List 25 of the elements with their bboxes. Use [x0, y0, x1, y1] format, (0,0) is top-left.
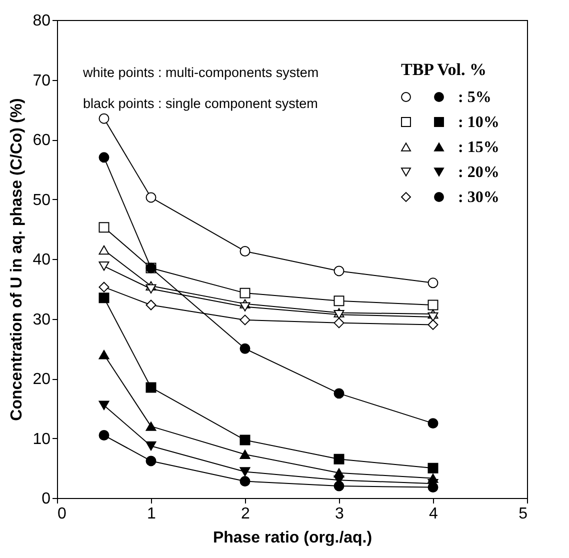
x-tick-label: 4: [429, 506, 438, 522]
y-tick-label: 10: [32, 430, 51, 448]
y-tick-label: 30: [32, 311, 51, 328]
legend-label: : 10%: [458, 114, 500, 131]
annotation: white points : multi-components system: [82, 65, 319, 80]
legend-label: : 30%: [458, 189, 500, 206]
y-tick-label: 40: [32, 252, 51, 268]
y-tick-label: 50: [32, 192, 51, 209]
y-tick-label: 0: [42, 490, 51, 508]
x-tick-label: 0: [58, 506, 66, 522]
y-tick-label: 80: [32, 12, 51, 30]
legend-title: TBP Vol. %: [401, 60, 487, 79]
x-tick-label: 2: [241, 506, 250, 522]
legend-label: : 20%: [458, 164, 500, 181]
x-tick-label: 5: [518, 506, 528, 522]
x-axis-title: Phase ratio (org./aq.): [212, 530, 372, 546]
y-tick-label: 70: [32, 72, 51, 90]
legend-label: : 15%: [458, 139, 500, 156]
y-tick-label: 60: [32, 132, 51, 149]
annotation: black points : single component system: [83, 96, 318, 111]
x-tick-label: 1: [147, 506, 156, 522]
legend-label: : 5%: [458, 89, 492, 106]
x-tick-label: 3: [335, 506, 344, 522]
y-axis-title: Concentration of U in aq. phase (C/Co) (%): [8, 98, 26, 421]
y-tick-label: 20: [32, 371, 51, 388]
